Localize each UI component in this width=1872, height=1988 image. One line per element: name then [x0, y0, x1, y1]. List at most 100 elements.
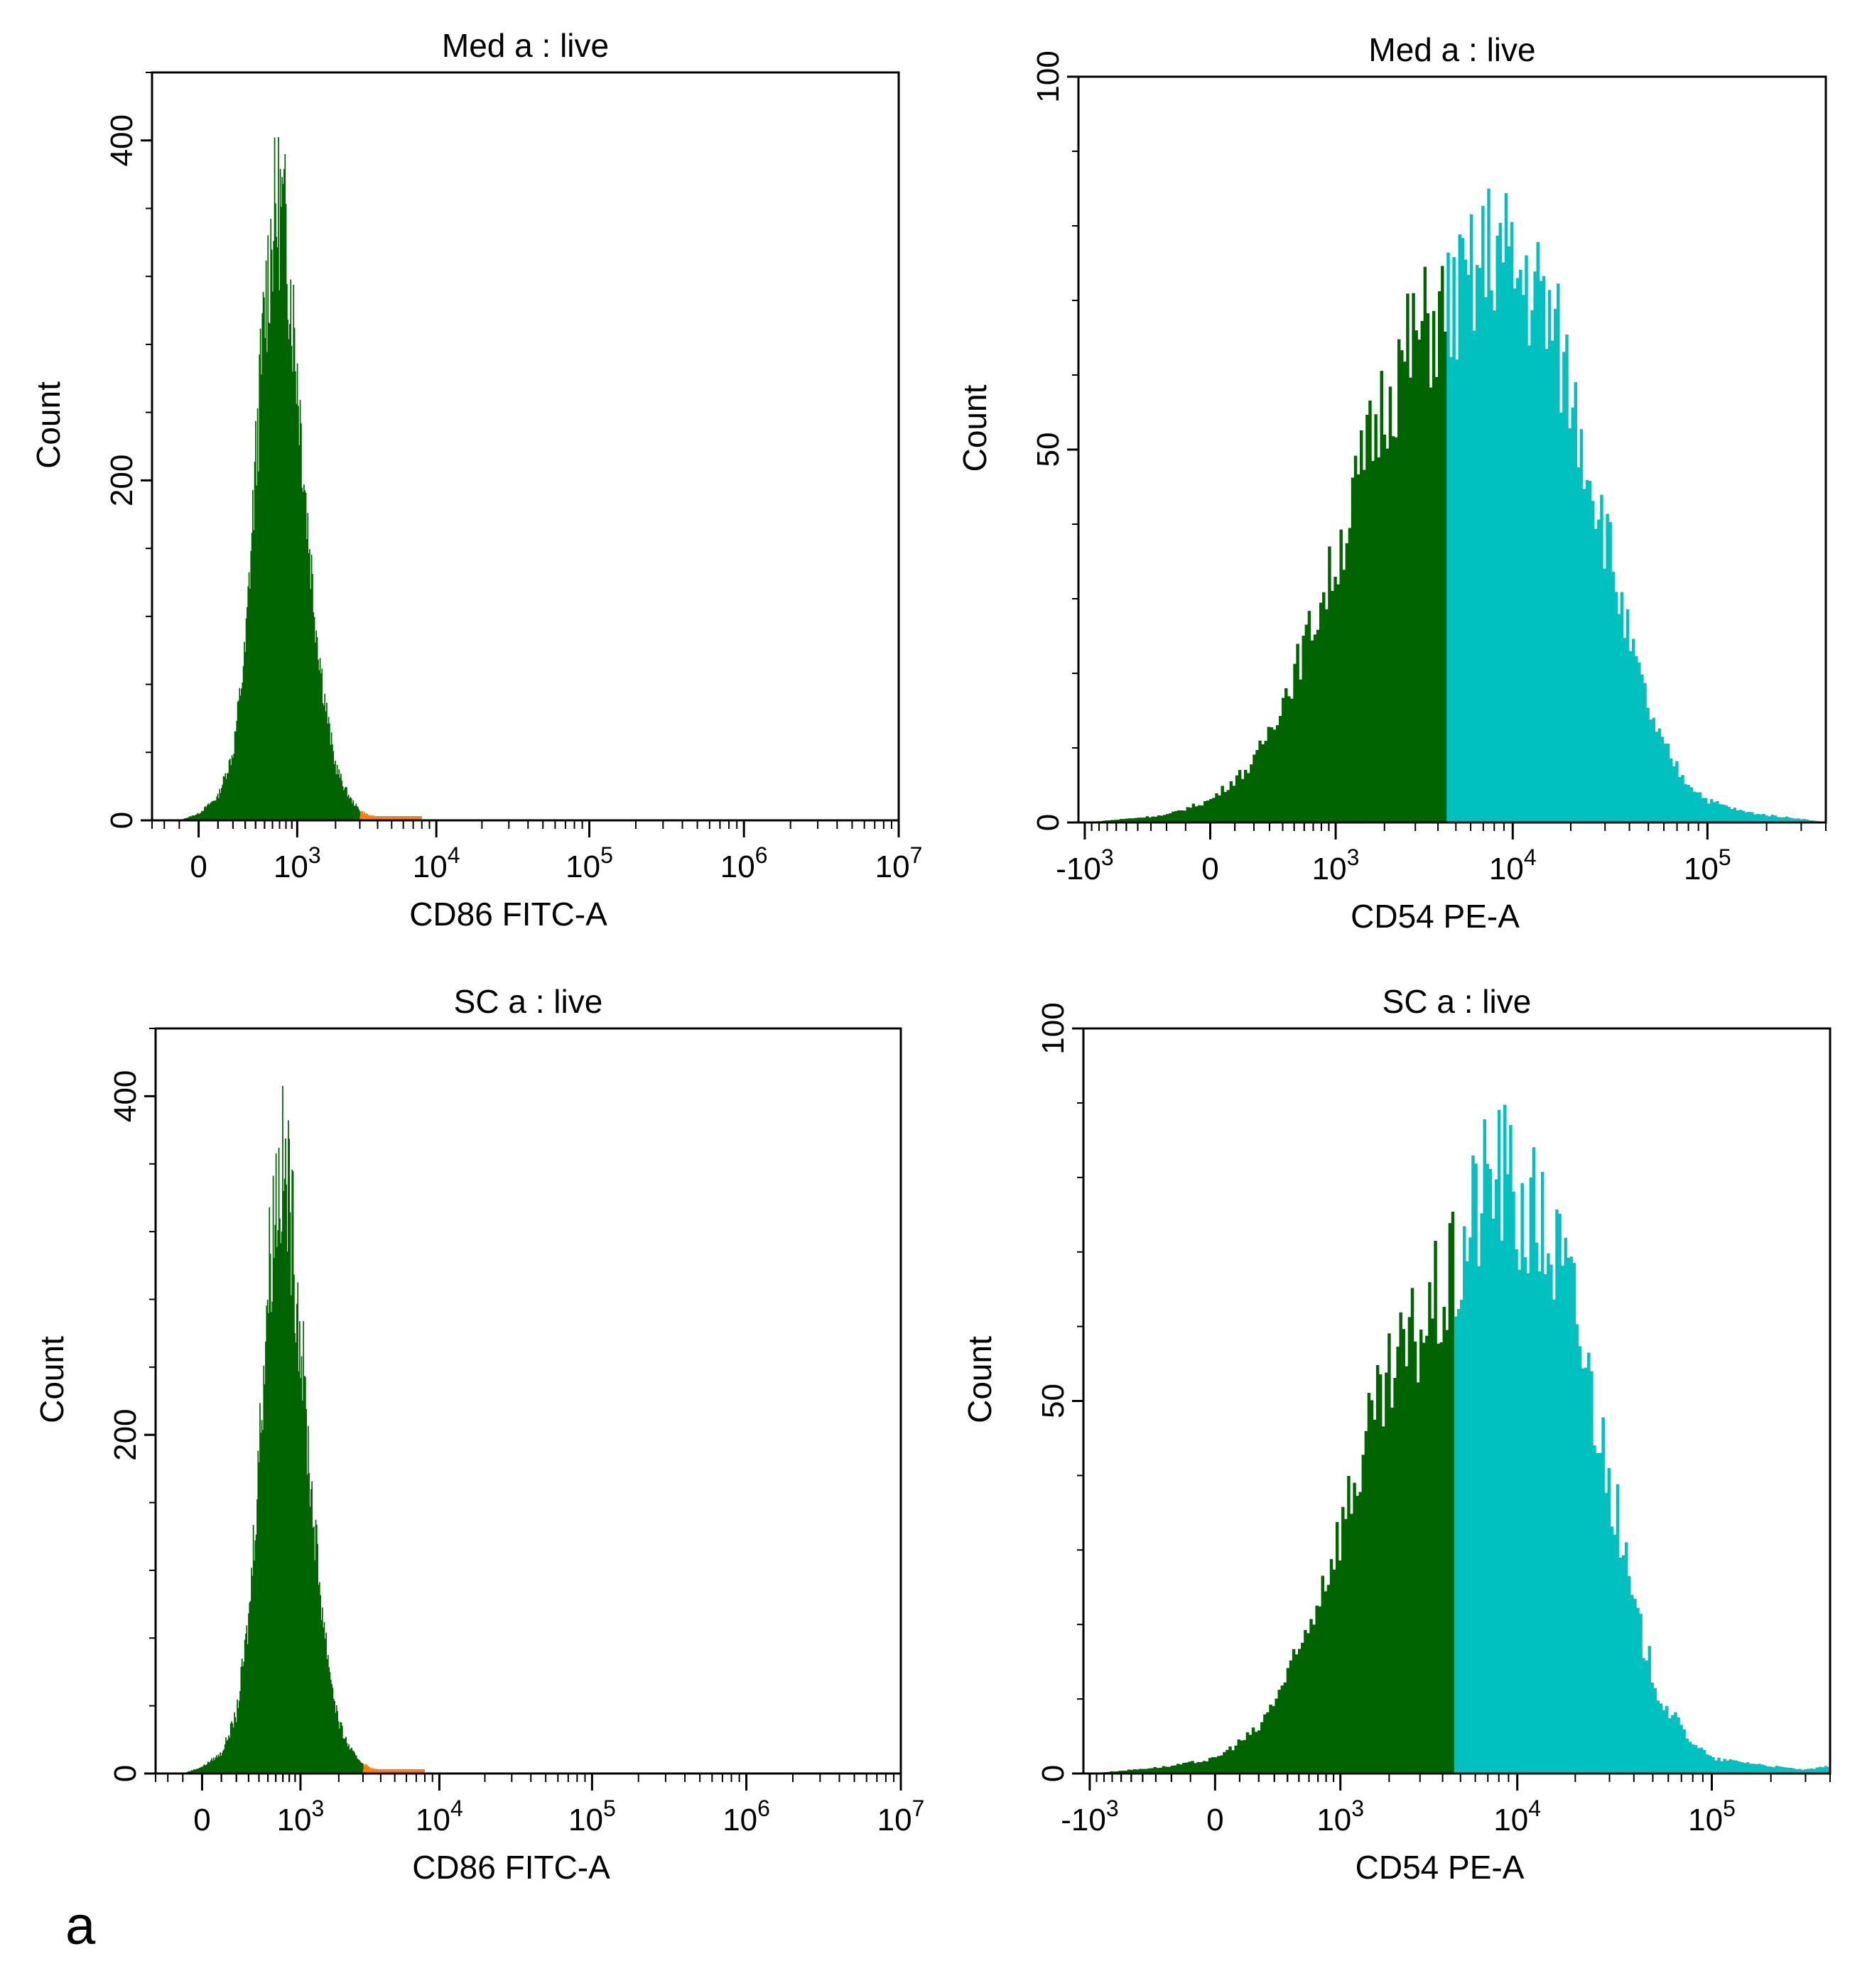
histogram-bin	[1687, 785, 1690, 822]
histogram-bin	[222, 776, 224, 820]
histogram-bin	[1628, 651, 1633, 822]
histogram-bin	[351, 1747, 352, 1774]
histogram-bin	[1463, 259, 1468, 822]
histogram-bin	[1148, 817, 1152, 822]
histogram-bin	[1694, 1744, 1698, 1774]
histogram-bin	[1142, 1769, 1145, 1774]
histogram-bin	[260, 1433, 262, 1774]
histogram-bin	[1504, 192, 1508, 822]
histogram-bin	[1294, 1654, 1299, 1774]
histogram-bin	[1353, 455, 1358, 822]
histogram-bin	[1304, 1629, 1307, 1774]
x-tick-label: 105	[1684, 844, 1731, 886]
histogram-bin	[1338, 1560, 1342, 1774]
histogram-bin	[195, 1769, 197, 1774]
histogram-bin	[207, 803, 210, 820]
histogram-bin	[1621, 1555, 1625, 1774]
histogram-bin	[1365, 414, 1369, 822]
histogram-bin	[1635, 656, 1638, 822]
histogram-bin	[313, 1526, 315, 1774]
histogram-bin	[1572, 1263, 1576, 1774]
histogram-bin	[1705, 1754, 1709, 1774]
histogram-bin	[1800, 819, 1803, 822]
histogram-bin	[1356, 1496, 1359, 1774]
x-tick-label: 103	[1316, 1796, 1364, 1837]
histogram-bin	[1782, 817, 1786, 822]
histogram-bin	[228, 1735, 229, 1774]
histogram-bin	[363, 1764, 365, 1774]
histogram-bin	[1419, 1329, 1423, 1774]
histogram-bin	[1413, 1341, 1417, 1774]
histogram-bin	[1656, 1700, 1660, 1774]
histogram-bin	[200, 813, 202, 820]
y-tick-label: 0	[108, 1765, 143, 1782]
histogram-bin	[1584, 1367, 1588, 1774]
histogram-bin	[1689, 787, 1693, 822]
histogram-bin	[1302, 635, 1305, 822]
histogram-bin	[220, 793, 222, 820]
histogram-bin	[1576, 467, 1581, 822]
histogram-bin	[306, 538, 308, 820]
histogram-bin	[1638, 662, 1641, 822]
histogram-bin	[330, 1679, 332, 1774]
histogram-bin	[1480, 1213, 1483, 1774]
histogram-bin	[358, 1759, 360, 1774]
histogram-bin	[227, 1739, 229, 1774]
histogram-bin	[244, 652, 247, 820]
histogram-bin	[299, 1321, 301, 1774]
histogram-bin	[355, 805, 356, 820]
histogram-bin	[226, 1740, 228, 1774]
histogram-bin	[198, 1768, 200, 1774]
histogram-bin	[235, 1722, 237, 1774]
histogram-bin	[1736, 810, 1740, 822]
histogram-bin	[1710, 799, 1714, 822]
histogram-bin	[1191, 803, 1196, 822]
histogram-bin	[195, 815, 197, 820]
histogram-bin	[1422, 1342, 1426, 1774]
histogram-bin	[254, 462, 256, 820]
histogram-bin	[1768, 816, 1771, 822]
histogram-bin	[218, 1756, 220, 1774]
histogram-bin	[1674, 1712, 1677, 1774]
histogram-bin	[1226, 790, 1230, 822]
histogram-bin	[1579, 429, 1584, 822]
histogram-bin	[1730, 809, 1734, 822]
histogram-bin	[352, 1750, 354, 1774]
histogram-bin	[266, 1300, 269, 1774]
histogram-bin	[1322, 592, 1326, 822]
histogram-bin	[1128, 818, 1132, 822]
histogram-bin	[1709, 1755, 1712, 1774]
histogram-bin	[1364, 1430, 1368, 1774]
histogram-bin	[249, 588, 251, 820]
histogram-bin	[296, 403, 298, 820]
histogram-bin	[344, 788, 346, 820]
histogram-bin	[1484, 297, 1488, 822]
histogram-bin	[1510, 222, 1514, 822]
histogram-bin	[332, 1698, 335, 1774]
histogram-bin	[1652, 717, 1655, 822]
x-tick-label: 105	[1688, 1796, 1736, 1837]
histogram-bin	[1310, 640, 1314, 822]
histogram-bin	[211, 801, 213, 820]
histogram-bin	[1675, 761, 1679, 822]
histogram-bin	[1280, 1685, 1284, 1774]
histogram-bin	[1625, 609, 1630, 822]
histogram-bin	[212, 1761, 214, 1774]
histogram-bin	[1692, 791, 1697, 822]
histogram-bin	[1454, 1316, 1458, 1774]
histogram-bin	[1173, 1765, 1177, 1774]
histogram-bin	[334, 1701, 335, 1774]
histogram-bin	[189, 1771, 191, 1774]
histogram-bin	[1716, 801, 1719, 822]
histogram-bin	[188, 817, 190, 820]
histogram-bin	[1763, 1765, 1767, 1774]
histogram-bin	[1423, 266, 1427, 823]
histogram-bin	[1437, 1343, 1440, 1774]
histogram-bin	[1610, 1526, 1614, 1774]
histogram-bin	[281, 207, 282, 820]
histogram-bin	[206, 1764, 208, 1774]
histogram-bin	[1420, 320, 1424, 822]
histogram-bin	[318, 659, 319, 820]
histogram-bin	[1588, 481, 1592, 822]
histogram-bin	[234, 1717, 237, 1774]
